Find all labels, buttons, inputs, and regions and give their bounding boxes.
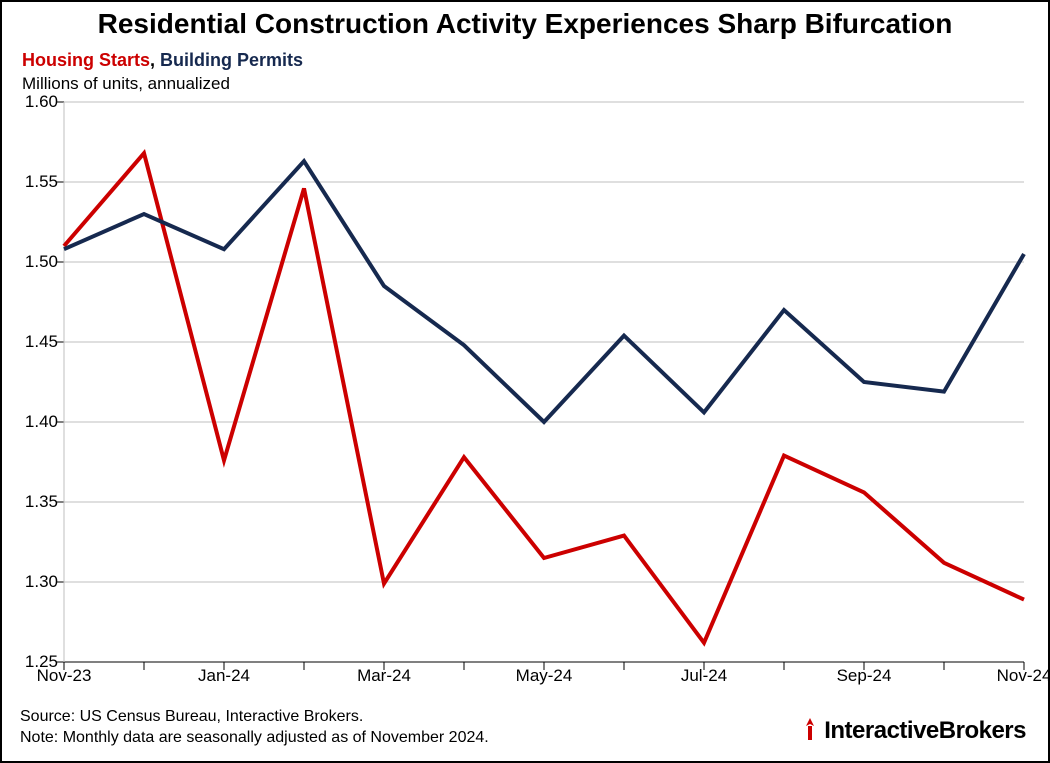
x-tick-label: Jul-24 (681, 666, 727, 686)
brand-name-bold: Interactive (824, 717, 939, 744)
chart-subtitle: Millions of units, annualized (22, 74, 230, 94)
footer-source: Source: US Census Bureau, Interactive Br… (20, 706, 489, 728)
y-tick-label: 1.50 (2, 252, 58, 272)
x-tick-label: May-24 (516, 666, 573, 686)
plot-area (64, 102, 1024, 662)
x-tick-label: Nov-23 (37, 666, 92, 686)
x-tick-label: Nov-24 (997, 666, 1050, 686)
brand-icon (800, 718, 820, 747)
brand-logo: InteractiveBrokers (800, 717, 1026, 747)
brand-name-rest: Brokers (939, 717, 1026, 744)
y-tick-label: 1.45 (2, 332, 58, 352)
y-tick-label: 1.30 (2, 572, 58, 592)
legend-series-1: Housing Starts (22, 50, 150, 70)
chart-legend: Housing Starts, Building Permits (22, 50, 303, 71)
legend-series-2: Building Permits (160, 50, 303, 70)
x-tick-label: Sep-24 (837, 666, 892, 686)
y-tick-label: 1.40 (2, 412, 58, 432)
chart-frame: Residential Construction Activity Experi… (0, 0, 1050, 763)
y-axis-labels: 1.251.301.351.401.451.501.551.60 (2, 102, 58, 662)
x-axis-labels: Nov-23Jan-24Mar-24May-24Jul-24Sep-24Nov-… (64, 666, 1024, 692)
y-tick-label: 1.35 (2, 492, 58, 512)
y-tick-label: 1.55 (2, 172, 58, 192)
chart-title: Residential Construction Activity Experi… (2, 8, 1048, 40)
x-tick-label: Jan-24 (198, 666, 250, 686)
footer-note: Note: Monthly data are seasonally adjust… (20, 727, 489, 749)
legend-separator: , (150, 50, 160, 70)
x-tick-label: Mar-24 (357, 666, 411, 686)
y-tick-label: 1.60 (2, 92, 58, 112)
chart-footer: Source: US Census Bureau, Interactive Br… (20, 706, 489, 749)
